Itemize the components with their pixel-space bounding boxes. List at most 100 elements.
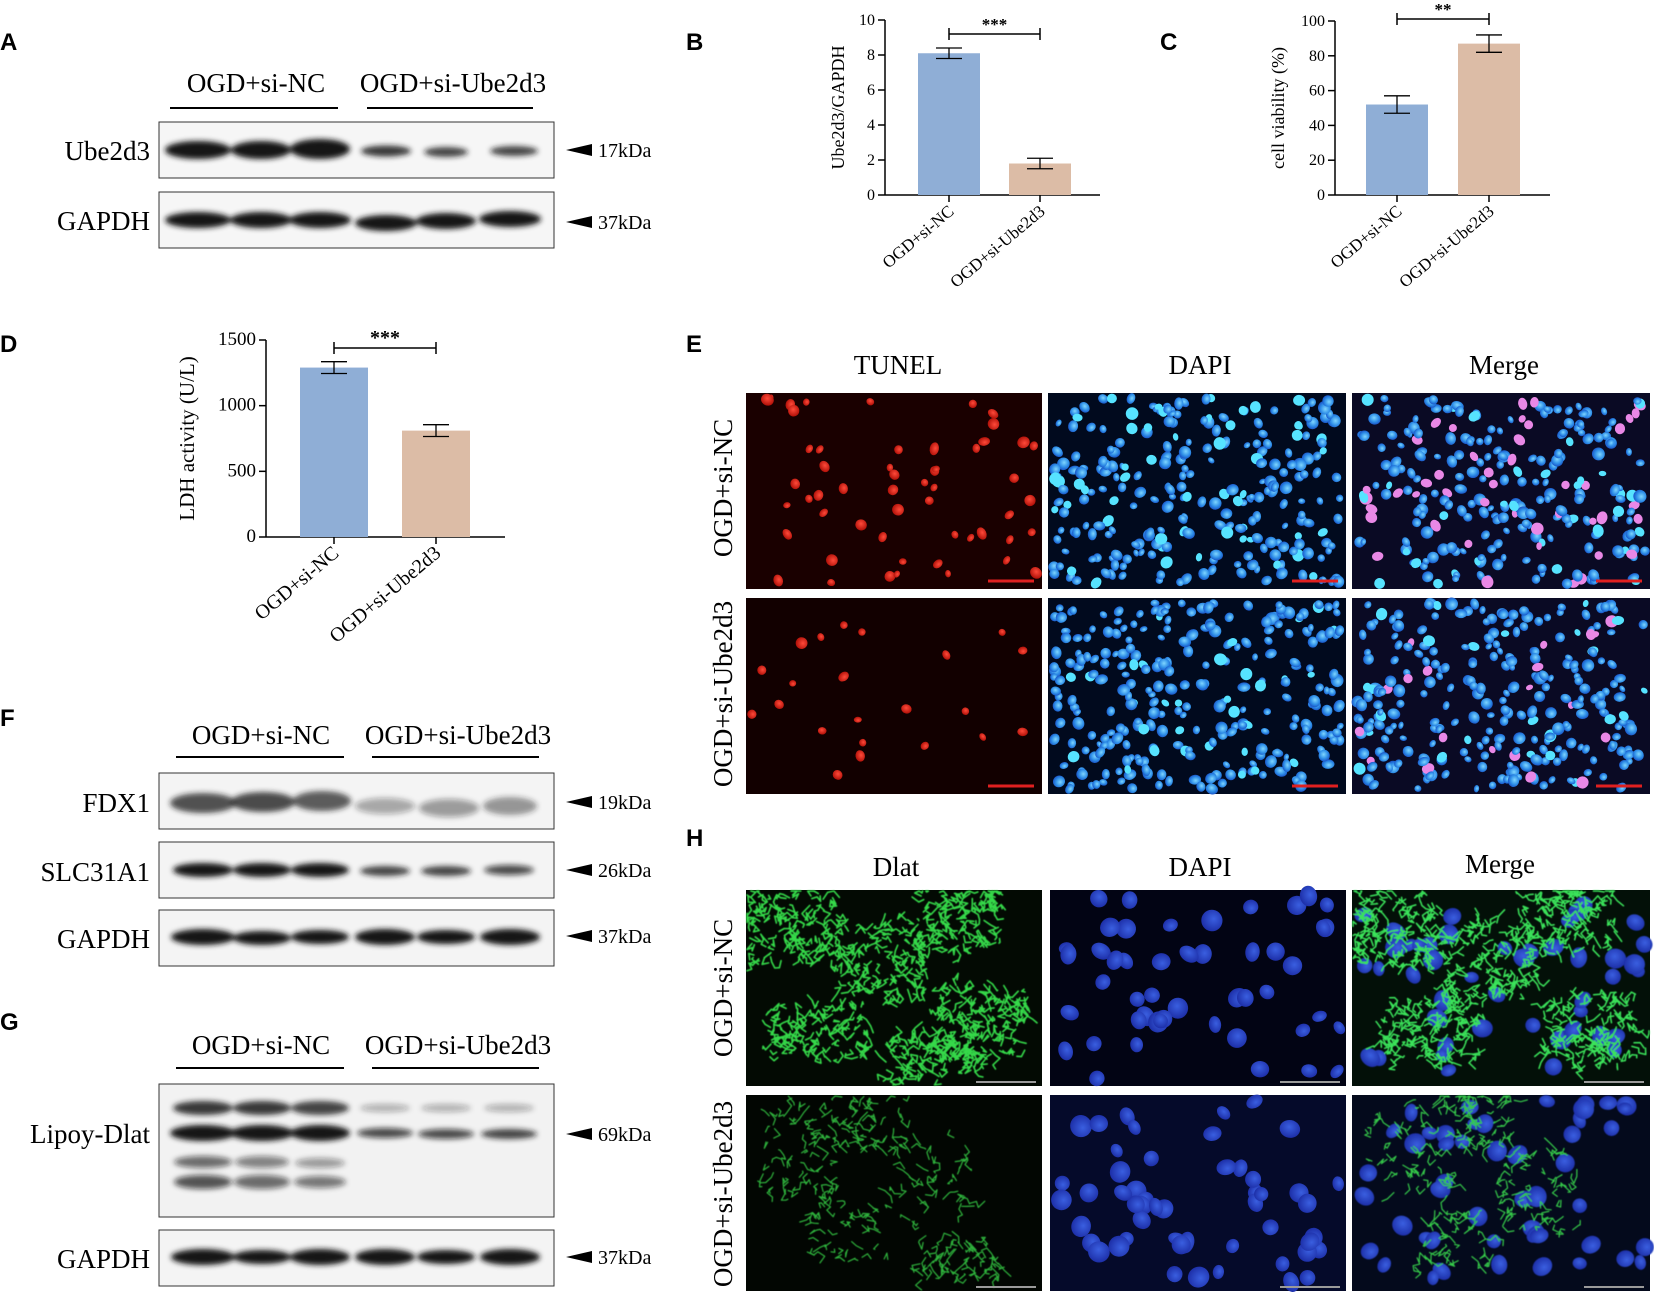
chart-b-ytick-label-2: 4 — [867, 117, 875, 134]
micro-h-r1-dapi — [1050, 890, 1346, 1086]
blot-g-group-2: OGD+si-Ube2d3 — [365, 1030, 551, 1060]
blot-g-bands-1 — [170, 1101, 537, 1189]
blot-f-row-1-label: FDX1 — [82, 788, 150, 818]
blot-panel-a: OGD+si-NC OGD+si-Ube2d3 Ube2d3 17kDa GAP… — [57, 68, 651, 249]
blot-f-row-1-arrow — [566, 796, 592, 808]
blot-g-group-1: OGD+si-NC — [192, 1030, 330, 1060]
chart-c-ytick-label-1: 20 — [1309, 152, 1325, 169]
blot-f-row-2-arrow — [566, 864, 592, 876]
micro-h-r2-merge-cells — [1354, 1095, 1654, 1286]
micro-e-r2-tunel-cells — [747, 621, 1028, 780]
blot-panel-g: OGD+si-NC OGD+si-Ube2d3 Lipoy-Dlat 69kDa… — [30, 1030, 651, 1287]
micro-e-r1-merge-cells — [1354, 393, 1650, 589]
micro-h-row-2: OGD+si-Ube2d3 — [708, 1101, 738, 1287]
chart-b-sig-stars: *** — [982, 15, 1008, 34]
micro-h-col-1: Dlat — [873, 852, 920, 882]
panel-label-b: B — [686, 29, 703, 56]
blot-f-row-2-kda: 26kDa — [598, 860, 651, 882]
blot-f-row-3-label: GAPDH — [57, 924, 150, 954]
blot-f-bands-1 — [170, 791, 537, 817]
panel-label-h: H — [686, 825, 703, 852]
chart-c-xtick-label-1: OGD+si-Ube2d3 — [1396, 202, 1498, 292]
blot-f-row-1-kda: 19kDa — [598, 792, 651, 814]
blot-f-row-3-kda: 37kDa — [598, 926, 651, 948]
micro-panel-e: TUNEL DAPI Merge OGD+si-NC OGD+si-Ube2d3 — [708, 350, 1650, 795]
blot-f-bands-2 — [173, 863, 534, 877]
micro-h-row-1: OGD+si-NC — [708, 919, 738, 1057]
micro-e-row-1: OGD+si-NC — [708, 419, 738, 557]
chart-b: 0 2 4 6 8 10 Ube2d3/GAPDH OGD+si-NCOGD+si-Ube2d… — [828, 12, 1100, 291]
blot-a-row-2-arrow — [566, 216, 592, 228]
chart-c-ytick-label-3: 60 — [1309, 83, 1325, 100]
micro-e-scale-bars — [988, 579, 1642, 788]
chart-c-ytick-label-2: 40 — [1309, 117, 1325, 134]
panel-label-g: G — [0, 1009, 19, 1036]
blot-f-group-2: OGD+si-Ube2d3 — [365, 720, 551, 750]
chart-d-ytick-label-3: 1500 — [218, 329, 256, 350]
panel-label-c: C — [1160, 29, 1177, 56]
chart-b-xtick-label-1: OGD+si-Ube2d3 — [947, 202, 1049, 292]
micro-e-r2-tunel — [746, 598, 1042, 794]
blot-g-row-2-label: GAPDH — [57, 1244, 150, 1274]
panel-label-a: A — [0, 29, 17, 56]
chart-b-xtick-label-0: OGD+si-NC — [879, 202, 958, 273]
micro-h-scale-bars — [976, 1081, 1644, 1288]
chart-b-ytick-label-1: 2 — [867, 152, 875, 169]
blot-g-row-1-kda: 69kDa — [598, 1124, 651, 1146]
blot-a-group-2: OGD+si-Ube2d3 — [360, 68, 546, 98]
chart-b-ylabel: Ube2d3/GAPDH — [828, 46, 848, 170]
panel-label-e: E — [686, 331, 702, 358]
blot-a-group-1: OGD+si-NC — [187, 68, 325, 98]
micro-h-r1-dlat-cells — [746, 890, 1038, 1086]
micro-h-r1-dapi-cells — [1058, 885, 1346, 1087]
chart-c-sig-stars: ** — [1435, 0, 1452, 19]
panel-label-d: D — [0, 331, 17, 358]
micro-e-col-2: DAPI — [1168, 350, 1231, 380]
blot-a-row-2-kda: 37kDa — [598, 212, 651, 234]
blot-a-bands-1 — [165, 139, 538, 159]
chart-c-bar-0 — [1366, 104, 1428, 195]
chart-b-ytick-label-0: 0 — [867, 187, 875, 204]
micro-e-r1-dapi-cells — [1048, 393, 1345, 589]
chart-b-ytick-label-4: 8 — [867, 47, 875, 64]
blot-f-bands-3 — [171, 929, 540, 945]
chart-c-bar-1 — [1458, 43, 1520, 196]
micro-panel-h: Dlat DAPI Merge OGD+si-NC OGD+si-Ube2d3 — [708, 849, 1654, 1292]
chart-d-ytick-label-2: 1000 — [218, 395, 256, 416]
micro-e-col-1: TUNEL — [854, 350, 942, 380]
blot-a-bands-2 — [165, 211, 541, 231]
chart-c-ytick-label-5: 100 — [1301, 13, 1325, 30]
micro-e-r1-tunel-cells — [761, 393, 1042, 587]
blot-f-row-2-label: SLC31A1 — [40, 857, 150, 887]
blot-a-row-1-arrow — [566, 144, 592, 156]
blot-a-row-2-label: GAPDH — [57, 206, 150, 236]
blot-a-row-1-kda: 17kDa — [598, 140, 651, 162]
chart-d-bar-0 — [300, 367, 368, 537]
chart-c: 0 20 40 60 80 100 cell viability (%) OGD+si-NCO… — [1268, 0, 1550, 291]
chart-b-ytick-label-3: 6 — [867, 82, 875, 99]
micro-e-r2-dapi-cells — [1049, 599, 1345, 795]
chart-d-ytick-label-0: 0 — [247, 526, 257, 547]
chart-c-ytick-label-4: 80 — [1309, 48, 1325, 65]
micro-h-r1-merge-cells — [1352, 890, 1653, 1080]
chart-c-xtick-label-0: OGD+si-NC — [1327, 202, 1406, 273]
blot-a-row-1-label: Ube2d3 — [65, 136, 150, 166]
blot-panel-f: OGD+si-NC OGD+si-Ube2d3 FDX1 19kDa SLC31… — [40, 720, 651, 967]
chart-d-bar-1 — [402, 430, 470, 537]
chart-d-ytick-label-1: 500 — [228, 460, 257, 481]
micro-e-row-2: OGD+si-Ube2d3 — [708, 601, 738, 787]
blot-g-row-2-arrow — [566, 1251, 592, 1263]
blot-g-row-1-arrow — [566, 1128, 592, 1140]
chart-b-ytick-label-5: 10 — [859, 12, 875, 29]
micro-e-r2-merge-cells — [1351, 597, 1648, 793]
micro-h-col-3: Merge — [1465, 849, 1535, 879]
chart-c-ytick-label-0: 0 — [1317, 187, 1325, 204]
micro-e-col-3: Merge — [1469, 350, 1539, 380]
chart-d-sig-stars: *** — [370, 327, 400, 349]
blot-f-group-1: OGD+si-NC — [192, 720, 330, 750]
chart-c-ylabel: cell viability (%) — [1268, 47, 1289, 169]
panel-label-f: F — [0, 705, 15, 732]
micro-h-r2-dlat-cells — [757, 1095, 1012, 1291]
blot-g-row-1-label: Lipoy-Dlat — [30, 1119, 150, 1149]
